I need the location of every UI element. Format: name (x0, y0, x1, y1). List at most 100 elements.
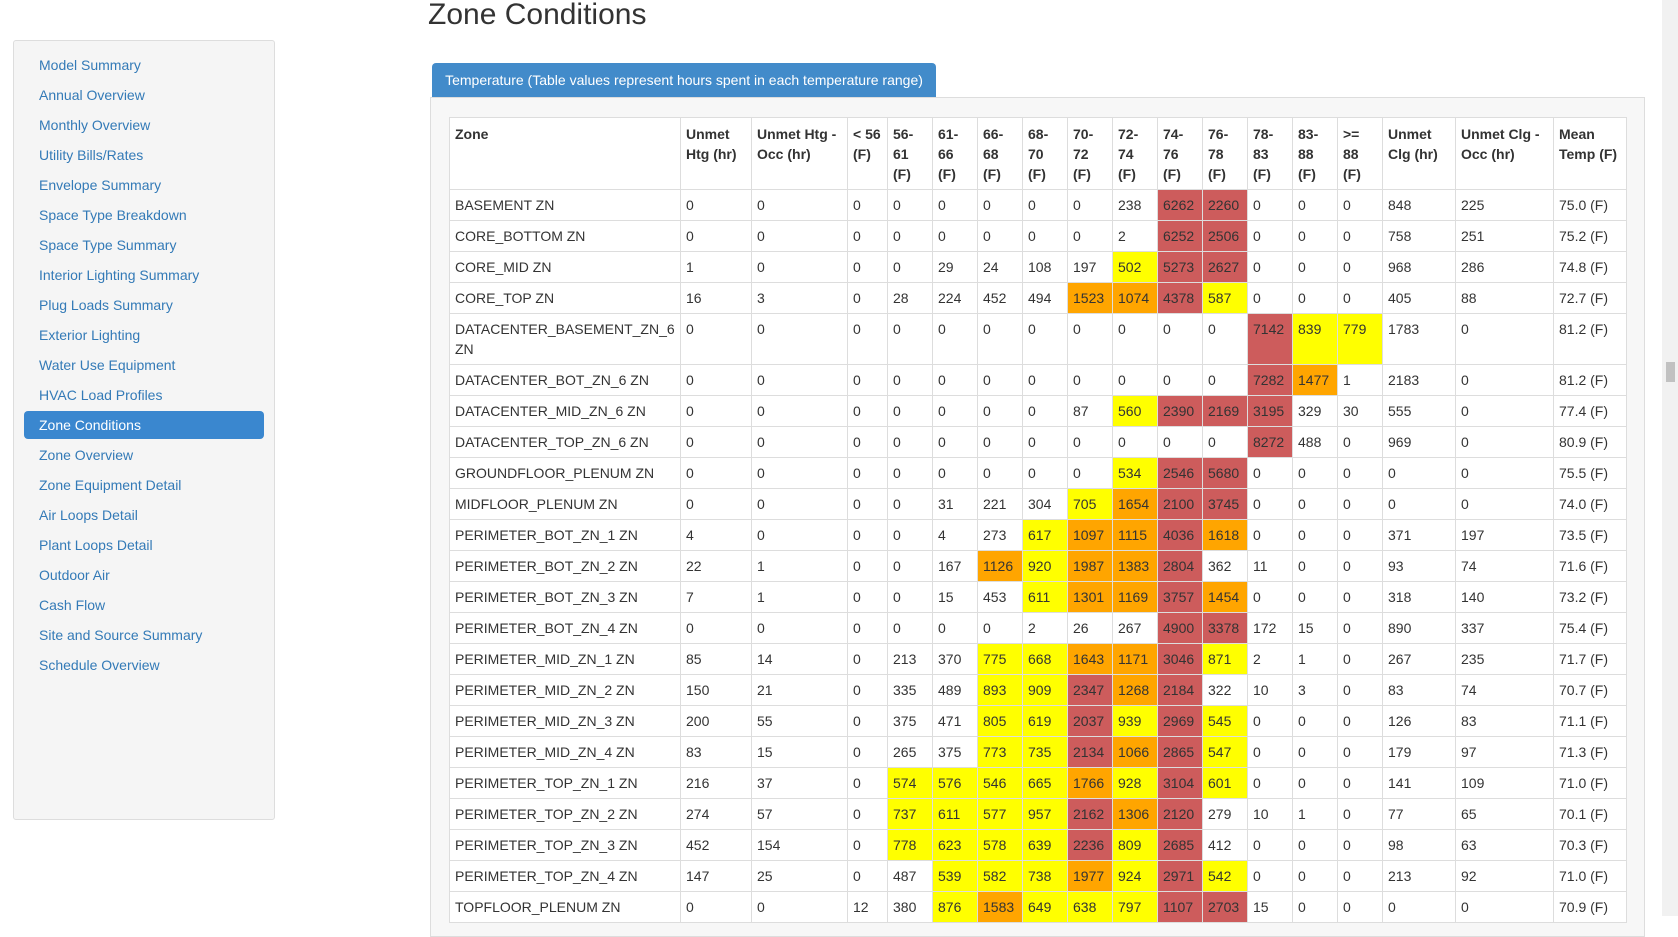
scrollbar[interactable] (1662, 0, 1678, 916)
cell: 1977 (1067, 860, 1113, 892)
cell: 0 (887, 364, 933, 396)
cell: 0 (1022, 364, 1068, 396)
zone-name: PERIMETER_TOP_ZN_2 ZN (449, 798, 681, 830)
zone-name: CORE_BOTTOM ZN (449, 220, 681, 252)
cell: 0 (932, 395, 978, 427)
zone-name: PERIMETER_TOP_ZN_1 ZN (449, 767, 681, 799)
nav-item[interactable]: Zone Equipment Detail (39, 477, 182, 493)
cell: 0 (1455, 891, 1554, 923)
cell: 213 (887, 643, 933, 675)
scrollbar-thumb[interactable] (1666, 362, 1675, 382)
cell: 0 (1455, 364, 1554, 396)
cell: 560 (1112, 395, 1158, 427)
cell: 0 (1337, 860, 1383, 892)
nav-item[interactable]: HVAC Load Profiles (39, 387, 163, 403)
table-row: PERIMETER_TOP_ZN_2 ZN 274 57 0 737 611 577 957 2… (449, 798, 1627, 830)
nav-item[interactable]: Plug Loads Summary (39, 297, 173, 313)
cell: 665 (1022, 767, 1068, 799)
nav-item[interactable]: Zone Overview (39, 447, 134, 463)
cell: 0 (977, 220, 1023, 252)
cell: 2971 (1157, 860, 1203, 892)
cell: 848 (1382, 189, 1456, 221)
cell: 705 (1067, 488, 1113, 520)
cell: 0 (1247, 189, 1293, 221)
cell: 638 (1067, 891, 1113, 923)
cell: 0 (1112, 364, 1158, 396)
cell: 0 (1337, 705, 1383, 737)
tab[interactable]: Temperature (Table values represent hour… (432, 63, 936, 97)
cell: 737 (887, 798, 933, 830)
cell: 73.5 (F) (1553, 519, 1627, 551)
cell: 545 (1202, 705, 1248, 737)
nav-item[interactable]: Utility Bills/Rates (39, 147, 144, 163)
nav-item[interactable]: Model Summary (39, 57, 141, 73)
nav-item[interactable]: Annual Overview (39, 87, 145, 103)
cell: 88 (1455, 282, 1554, 314)
cell: 1987 (1067, 550, 1113, 582)
column-header: Mean Temp (F) (1553, 117, 1627, 190)
cell: 0 (977, 612, 1023, 644)
nav-item[interactable]: Water Use Equipment (39, 357, 176, 373)
cell: 546 (977, 767, 1023, 799)
nav-item[interactable]: Site and Source Summary (39, 627, 203, 643)
cell: 0 (1022, 313, 1068, 365)
cell: 0 (887, 550, 933, 582)
cell: 0 (887, 395, 933, 427)
cell: 1454 (1202, 581, 1248, 613)
nav-item[interactable]: Monthly Overview (39, 117, 151, 133)
cell: 623 (932, 829, 978, 861)
cell: 0 (1112, 313, 1158, 365)
nav-item[interactable]: Plant Loops Detail (39, 537, 153, 553)
cell: 1 (1292, 798, 1338, 830)
cell: 197 (1067, 251, 1113, 283)
nav-item[interactable]: Exterior Lighting (39, 327, 141, 343)
cell: 2627 (1202, 251, 1248, 283)
zone-name: PERIMETER_TOP_ZN_4 ZN (449, 860, 681, 892)
cell: 547 (1202, 736, 1248, 768)
cell: 197 (1455, 519, 1554, 551)
cell: 0 (1292, 705, 1338, 737)
cell: 15 (932, 581, 978, 613)
nav-item[interactable]: Space Type Summary (39, 237, 177, 253)
cell: 70.7 (F) (1553, 674, 1627, 706)
cell: 2969 (1157, 705, 1203, 737)
zone-name: GROUNDFLOOR_PLENUM ZN (449, 457, 681, 489)
cell: 267 (1112, 612, 1158, 644)
cell: 0 (1247, 705, 1293, 737)
cell: 0 (932, 457, 978, 489)
cell: 63 (1455, 829, 1554, 861)
nav-item[interactable]: Envelope Summary (39, 177, 162, 193)
cell: 969 (1382, 426, 1456, 458)
nav-item[interactable]: Interior Lighting Summary (39, 267, 200, 283)
nav-item[interactable]: Cash Flow (39, 597, 106, 613)
cell: 0 (1337, 581, 1383, 613)
cell: 0 (680, 612, 752, 644)
cell: 0 (751, 891, 848, 923)
nav-item[interactable]: Zone Conditions (24, 411, 264, 439)
nav-item[interactable]: Schedule Overview (39, 657, 160, 673)
cell: 909 (1022, 674, 1068, 706)
nav-item[interactable]: Air Loops Detail (39, 507, 138, 523)
cell: 8272 (1247, 426, 1293, 458)
nav-item[interactable]: Space Type Breakdown (39, 207, 187, 223)
cell: 0 (932, 364, 978, 396)
cell: 1115 (1112, 519, 1158, 551)
nav-item[interactable]: Outdoor Air (39, 567, 110, 583)
cell: 75.0 (F) (1553, 189, 1627, 221)
cell: 0 (1337, 643, 1383, 675)
zone-name: DATACENTER_MID_ZN_6 ZN (449, 395, 681, 427)
column-header: 78-83 (F) (1247, 117, 1293, 190)
cell: 375 (887, 705, 933, 737)
cell: 370 (932, 643, 978, 675)
column-header: 72-74 (F) (1112, 117, 1158, 190)
cell: 286 (1455, 251, 1554, 283)
cell: 0 (1382, 488, 1456, 520)
cell: 274 (680, 798, 752, 830)
cell: 0 (847, 519, 888, 551)
cell: 154 (751, 829, 848, 861)
cell: 1523 (1067, 282, 1113, 314)
cell: 140 (1455, 581, 1554, 613)
cell: 611 (1022, 581, 1068, 613)
cell: 453 (977, 581, 1023, 613)
cell: 2260 (1202, 189, 1248, 221)
